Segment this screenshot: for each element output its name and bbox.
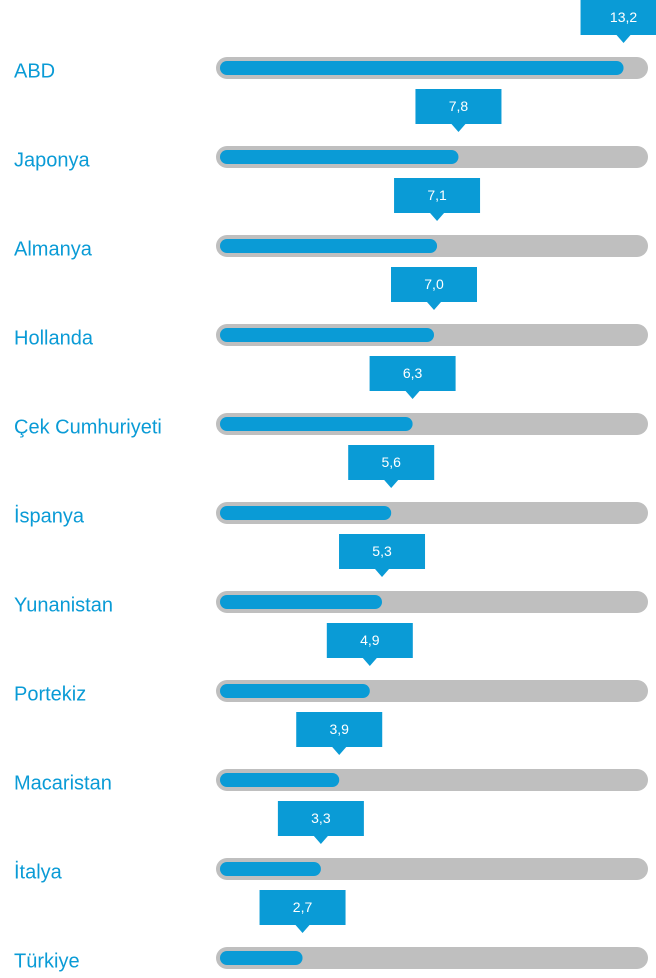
category-label: Hollanda — [14, 327, 94, 349]
callout-pointer — [362, 658, 377, 666]
callout-pointer — [430, 213, 445, 221]
bar — [220, 328, 434, 342]
callout-pointer — [405, 391, 420, 399]
bar — [220, 61, 624, 75]
bar — [220, 595, 383, 609]
callout-box — [415, 89, 502, 124]
callout-box — [369, 356, 456, 391]
category-label: Japonya — [14, 149, 90, 171]
callout-box — [326, 623, 413, 658]
callout-box — [580, 0, 656, 35]
callout-pointer — [427, 302, 441, 310]
value-label: 2,7 — [293, 899, 313, 915]
category-label: Çek Cumhuriyeti — [14, 416, 162, 438]
bar-track — [216, 947, 648, 969]
value-label: 7,1 — [427, 187, 447, 203]
callout-box — [259, 890, 346, 925]
value-label: 3,3 — [311, 810, 331, 826]
bar — [220, 150, 459, 164]
bar — [220, 417, 413, 431]
bar — [220, 951, 303, 965]
callout-pointer — [451, 124, 466, 132]
category-label: Yunanistan — [14, 594, 113, 616]
callout-box — [391, 267, 477, 302]
value-label: 4,9 — [360, 632, 380, 648]
callout-pointer — [384, 480, 399, 488]
bar — [220, 773, 340, 787]
callout-pointer — [313, 836, 328, 844]
bar — [220, 862, 321, 876]
category-label: Almanya — [14, 238, 93, 260]
value-label: 5,3 — [372, 543, 392, 559]
callout-pointer — [332, 747, 347, 755]
callout-box — [277, 801, 364, 836]
callout-box — [296, 712, 383, 747]
value-label: 7,8 — [449, 98, 469, 114]
value-label: 3,9 — [329, 721, 349, 737]
category-label: İspanya — [14, 504, 85, 527]
callout-box — [348, 445, 435, 480]
callout-box — [339, 534, 426, 569]
category-label: Türkiye — [14, 950, 80, 972]
bar — [220, 506, 392, 520]
callout-pointer — [295, 925, 310, 933]
value-label: 5,6 — [381, 454, 401, 470]
value-label: 7,0 — [424, 276, 444, 292]
value-label: 13,2 — [610, 9, 637, 25]
category-label: ABD — [14, 60, 55, 82]
bar-track — [216, 858, 648, 880]
category-label: Macaristan — [14, 772, 112, 794]
callout-box — [394, 178, 481, 213]
category-label: İtalya — [14, 860, 63, 883]
category-label: Portekiz — [14, 683, 86, 705]
callout-pointer — [616, 35, 631, 43]
bar — [220, 239, 438, 253]
value-label: 6,3 — [403, 365, 423, 381]
bar — [220, 684, 370, 698]
callout-pointer — [375, 569, 390, 577]
